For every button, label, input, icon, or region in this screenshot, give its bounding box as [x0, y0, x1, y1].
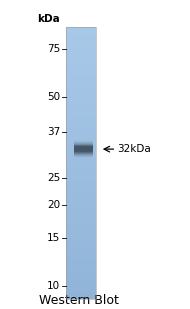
Text: 50: 50 [47, 91, 60, 102]
Text: 75: 75 [47, 44, 60, 54]
Text: kDa: kDa [38, 15, 60, 24]
Text: 20: 20 [47, 200, 60, 210]
Text: 32kDa: 32kDa [117, 144, 151, 154]
Text: 37: 37 [47, 127, 60, 137]
Text: 15: 15 [47, 233, 60, 243]
Text: 10: 10 [47, 281, 60, 291]
Text: 25: 25 [47, 173, 60, 183]
Text: Western Blot: Western Blot [39, 294, 119, 307]
Bar [66, 27, 96, 298]
